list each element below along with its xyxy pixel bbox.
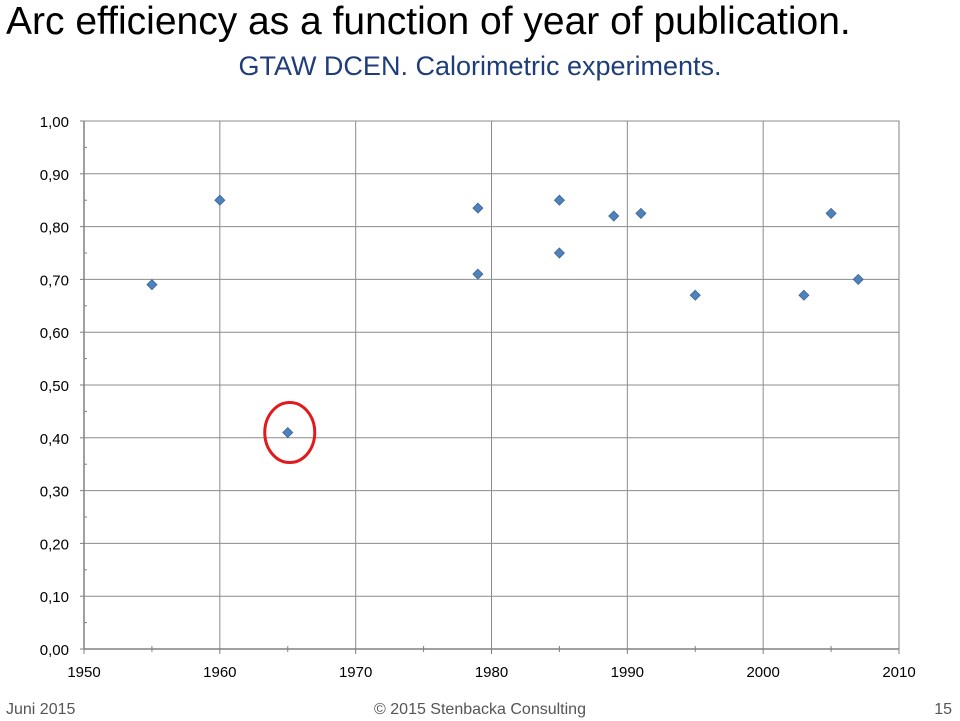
x-tick-label: 2000 [746,664,779,681]
x-tick-label: 1980 [475,664,508,681]
data-points [146,194,864,465]
data-point [214,194,226,206]
axes [80,120,900,654]
data-point [689,289,701,301]
data-point [553,194,565,206]
data-point [798,289,810,301]
data-point [852,273,864,285]
x-tick-label: 2010 [882,664,915,681]
y-tick-label: 0,30 [40,484,69,501]
y-tick-label: 0,80 [40,220,69,237]
highlight-circle [263,401,317,465]
gridlines [84,120,899,649]
y-tick-labels: 0,00 0,10 0,20 0,30 0,40 0,50 0,60 0,70 0,80 0,90… [40,114,69,659]
data-point [146,279,158,291]
y-tick-label: 0,70 [40,272,69,289]
y-tick-label: 0,60 [40,325,69,342]
data-point [472,202,484,214]
y-tick-label: 1,00 [40,114,69,131]
footer-date: Juni 2015 [6,701,76,718]
data-point [553,247,565,259]
x-tick-label: 1970 [339,664,372,681]
data-point [608,210,620,222]
data-point [635,207,647,219]
y-tick-label: 0,50 [40,378,69,395]
y-tick-label: 0,10 [40,589,69,606]
x-tick-label: 1950 [67,664,100,681]
y-tick-label: 0,90 [40,167,69,184]
x-tick-label: 1960 [203,664,236,681]
data-point [825,207,837,219]
chart-subtitle: GTAW DCEN. Calorimetric experiments. [238,51,722,81]
chart-title: Arc efficiency as a function of year of … [6,0,851,43]
footer-copyright: © 2015 Stenbacka Consulting [374,701,586,718]
data-point [282,426,294,439]
x-tick-labels: 1950 1960 1970 1980 1990 2000 2010 [67,664,915,681]
y-tick-label: 0,40 [40,431,69,448]
data-point [472,268,484,280]
y-tick-label: 0,00 [40,642,69,659]
y-tick-label: 0,20 [40,536,69,553]
x-tick-label: 1990 [611,664,644,681]
page-number: 15 [934,701,952,718]
